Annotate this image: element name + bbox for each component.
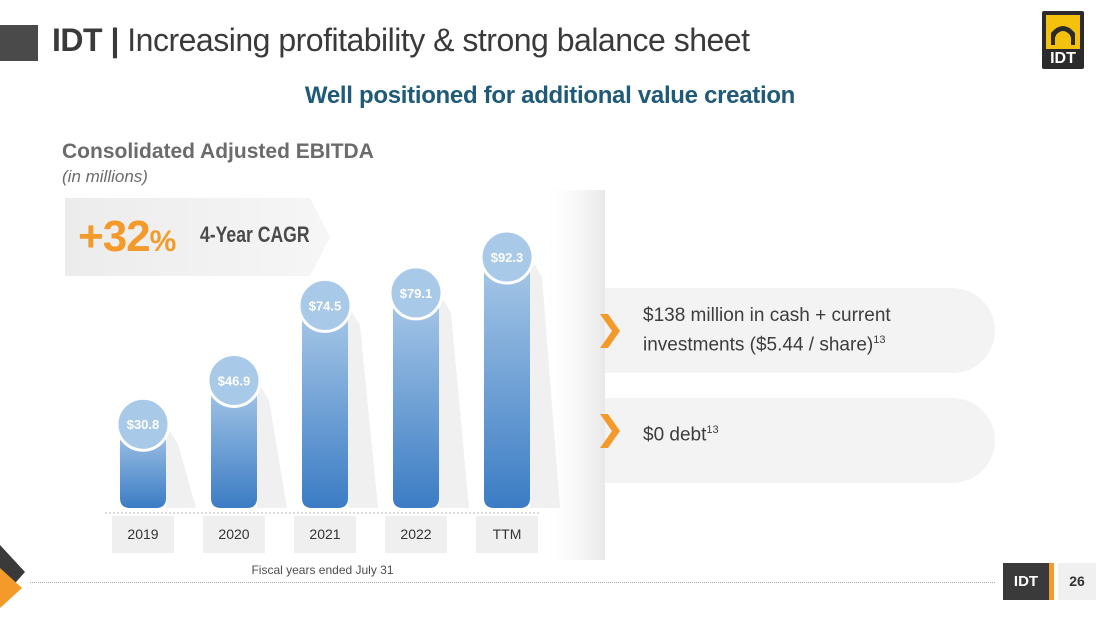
category-box	[112, 516, 174, 553]
bar-shadow	[530, 257, 560, 508]
cagr-banner	[65, 198, 330, 276]
idt-logo: IDT	[1042, 11, 1084, 69]
highlight-card-debt	[605, 398, 995, 483]
category-box	[294, 516, 356, 553]
category-box	[203, 516, 265, 553]
corner-decoration	[0, 545, 25, 608]
footnote-ref: 13	[706, 424, 719, 436]
bar-2021	[302, 305, 348, 508]
data-label-TTM: $92.3	[491, 250, 524, 265]
highlight-cash-line2: investments ($5.44 / share)	[643, 334, 874, 356]
cagr-label: 4-Year CAGR	[200, 222, 310, 247]
data-label-2021: $74.5	[309, 298, 342, 313]
tick-label-2019: 2019	[127, 526, 158, 542]
page-subtitle: Well positioned for additional value cre…	[304, 82, 796, 109]
tick-label-2021: 2021	[309, 526, 340, 542]
page-number: 26	[1058, 563, 1096, 600]
title-separator: |	[110, 22, 119, 58]
data-label-2020: $46.9	[218, 373, 251, 388]
tick-label-TTM: TTM	[493, 526, 522, 542]
data-label-2019: $30.8	[127, 417, 160, 432]
highlight-text-debt: $0 debt13	[643, 418, 719, 447]
highlight-debt-line1: $0 debt	[643, 424, 707, 446]
cagr-number: +32	[78, 212, 151, 261]
highlight-card-cash	[605, 288, 995, 373]
tick-label-2022: 2022	[400, 526, 431, 542]
bar-2022	[393, 292, 439, 508]
logo-emblem-icon	[1046, 15, 1080, 49]
bar-shadow	[257, 380, 287, 508]
tick-label-2020: 2020	[218, 526, 249, 542]
value-bubble	[206, 352, 262, 408]
chart-footnote: Fiscal years ended July 31	[251, 563, 394, 577]
bar-2020	[211, 380, 257, 508]
title-text: Increasing profitability & strong balanc…	[127, 22, 750, 58]
chart-title: Consolidated Adjusted EBITDA	[62, 140, 374, 163]
page-title: IDT | Increasing profitability & strong …	[52, 22, 750, 59]
title-accent-bar	[0, 25, 38, 61]
chart-unit-label: (in millions)	[62, 167, 148, 186]
footnote-ref: 13	[873, 334, 886, 346]
bar-TTM	[484, 257, 530, 508]
logo-text: IDT	[1050, 50, 1076, 67]
cagr-unit: %	[149, 225, 177, 258]
value-bubble	[388, 265, 444, 321]
category-box	[385, 516, 447, 553]
value-bubble	[297, 277, 353, 333]
category-box	[476, 516, 538, 553]
bar-shadow	[348, 305, 378, 508]
footer-accent-strip	[1049, 563, 1054, 600]
value-bubble	[115, 396, 171, 452]
title-brand: IDT	[52, 22, 103, 58]
bar-shadow	[439, 292, 469, 508]
cagr-value: +32%	[78, 212, 177, 262]
chevron-right-icon	[600, 314, 620, 348]
data-label-2022: $79.1	[400, 286, 433, 301]
highlight-cash-line1: $138 million in cash + current	[643, 305, 891, 326]
highlight-text-cash: $138 million in cash + current investmen…	[643, 304, 891, 357]
footer-divider	[30, 582, 995, 583]
value-bubble	[479, 229, 535, 285]
chevron-right-icon	[600, 414, 620, 448]
bar-shadow	[166, 424, 196, 508]
footer-brand: IDT	[1003, 563, 1049, 600]
